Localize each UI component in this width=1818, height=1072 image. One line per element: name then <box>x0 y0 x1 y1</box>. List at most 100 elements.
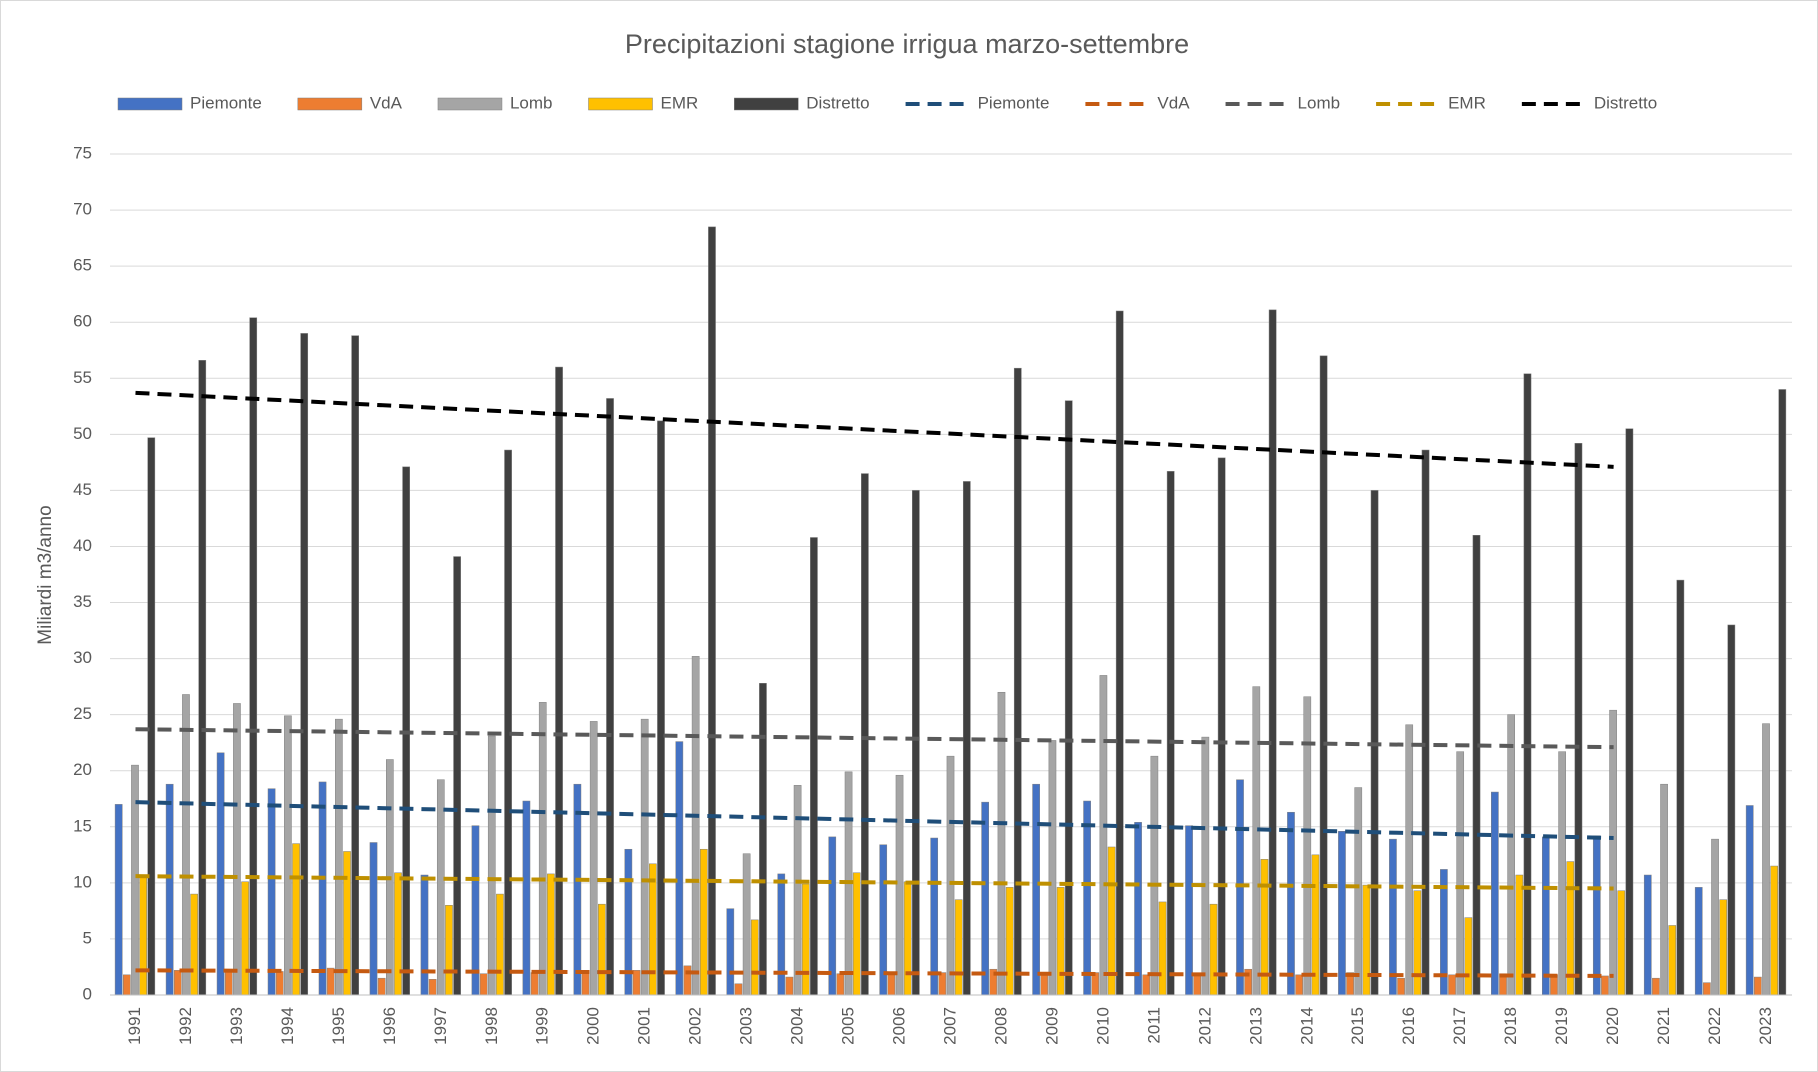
bar <box>1209 903 1218 996</box>
bar <box>1013 367 1022 996</box>
bar <box>1660 783 1668 996</box>
bar <box>632 970 641 996</box>
bar <box>589 721 598 996</box>
bar <box>1541 836 1550 996</box>
bar <box>1115 310 1124 996</box>
x-tick-label: 2000 <box>584 1007 603 1045</box>
bar <box>1550 974 1558 996</box>
bar <box>581 971 590 996</box>
x-tick-label: 1994 <box>278 1007 297 1045</box>
bar <box>1770 865 1778 996</box>
bar <box>1703 982 1711 996</box>
bar <box>131 764 139 996</box>
x-tick-label: 2017 <box>1450 1007 1469 1045</box>
bar <box>504 449 512 996</box>
bar <box>1083 800 1091 996</box>
bar <box>123 974 131 996</box>
x-tick-label: 2001 <box>635 1007 654 1045</box>
legend-label: Piemonte <box>190 93 262 112</box>
bar <box>369 842 378 996</box>
y-tick-label: 0 <box>83 984 92 1003</box>
bar <box>938 972 947 996</box>
trendline <box>135 874 1614 891</box>
bar <box>1217 457 1226 996</box>
x-tick-label: 2008 <box>991 1007 1010 1045</box>
trendline <box>135 390 1614 469</box>
bar <box>530 972 539 996</box>
y-axis-label: Miliardi m3/anno <box>35 505 56 644</box>
bar <box>326 967 335 996</box>
bar <box>946 755 955 996</box>
y-tick-label: 30 <box>73 648 92 667</box>
bar <box>1099 675 1108 996</box>
x-tick-label: 2016 <box>1399 1007 1418 1045</box>
bar <box>1166 471 1175 996</box>
bar <box>547 873 555 996</box>
y-tick-label: 25 <box>73 704 92 723</box>
bar <box>487 735 496 996</box>
bar <box>1158 901 1167 996</box>
x-tick-label: 2010 <box>1093 1007 1112 1045</box>
bar <box>1491 791 1499 996</box>
legend-label: VdA <box>1157 93 1190 112</box>
bar <box>1719 899 1728 996</box>
bar <box>1397 977 1405 996</box>
x-tick-label: 2013 <box>1246 1007 1265 1045</box>
bar <box>1354 787 1363 996</box>
bar <box>606 398 614 996</box>
x-tick-label: 2011 <box>1144 1007 1163 1044</box>
x-tick-label: 2009 <box>1042 1007 1061 1045</box>
bar <box>573 783 582 996</box>
y-tick-label: 40 <box>73 536 92 555</box>
bar <box>836 973 845 996</box>
y-tick-label: 10 <box>73 872 92 891</box>
x-tick-label: 1993 <box>227 1007 246 1045</box>
bar <box>801 883 810 996</box>
bar <box>1056 887 1065 996</box>
legend-swatch <box>117 97 183 111</box>
bar <box>1601 975 1609 996</box>
bar <box>335 718 343 996</box>
x-tick-label: 2004 <box>788 1007 807 1045</box>
bar <box>351 335 360 996</box>
x-tick-label: 2002 <box>686 1007 705 1045</box>
y-tick-label: 60 <box>73 312 92 331</box>
bar <box>555 366 563 996</box>
bar <box>734 983 743 996</box>
bar <box>759 683 767 996</box>
legend-swatch <box>734 97 799 111</box>
bar <box>1413 890 1422 996</box>
bar <box>114 804 123 996</box>
x-tick-label: 2023 <box>1756 1007 1775 1045</box>
bar <box>675 741 684 996</box>
bar <box>377 977 386 996</box>
bar <box>861 473 869 996</box>
bar <box>275 971 284 996</box>
bar <box>496 893 504 996</box>
bar <box>1727 624 1736 996</box>
bar <box>852 872 861 996</box>
bar <box>1456 751 1465 996</box>
bar <box>691 656 700 996</box>
bar <box>436 779 445 996</box>
bar <box>1005 887 1014 996</box>
trendline <box>135 800 1614 841</box>
bar <box>1745 805 1754 996</box>
x-tick-label: 1997 <box>431 1007 450 1045</box>
bar <box>1295 974 1303 996</box>
bar <box>394 872 402 996</box>
bar <box>1754 976 1762 996</box>
bar <box>139 877 147 996</box>
bar <box>726 908 735 996</box>
bar <box>962 481 971 996</box>
x-tick-label: 2015 <box>1348 1007 1367 1045</box>
bar <box>1405 724 1414 996</box>
bar <box>912 490 920 996</box>
x-tick-label: 1992 <box>176 1007 195 1045</box>
bar <box>1150 755 1159 996</box>
x-tick-label: 1996 <box>380 1007 399 1045</box>
bar <box>190 893 198 996</box>
x-tick-label: 2019 <box>1552 1007 1571 1045</box>
bar <box>1142 974 1151 996</box>
